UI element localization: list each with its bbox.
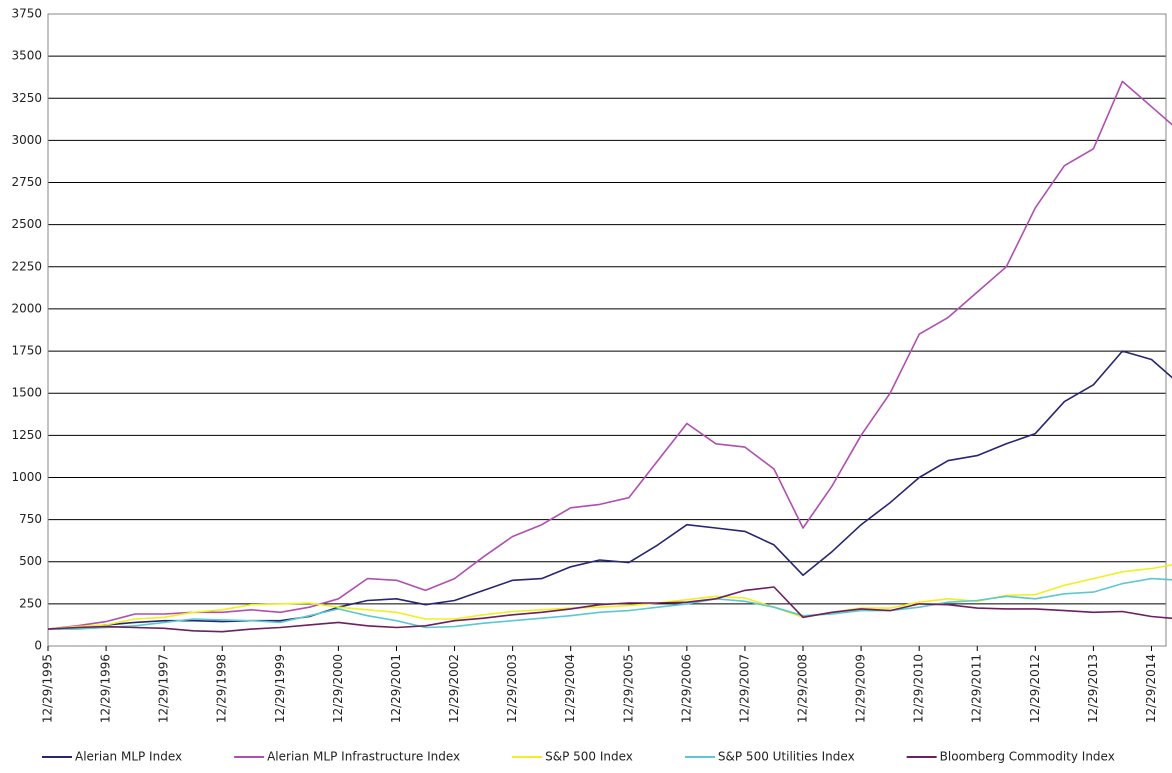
y-tick-label: 3750: [11, 7, 42, 21]
y-tick-label: 1000: [11, 470, 42, 484]
y-tick-label: 1750: [11, 344, 42, 358]
x-tick-label: 12/29/2003: [505, 654, 519, 723]
x-tick-label: 12/29/2014: [1144, 654, 1158, 723]
legend-label: S&P 500 Utilities Index: [718, 750, 855, 764]
x-tick-label: 12/29/2011: [970, 654, 984, 723]
x-tick-label: 12/29/1999: [273, 654, 287, 723]
y-tick-label: 3000: [11, 133, 42, 147]
x-tick-label: 12/29/2007: [737, 654, 751, 723]
y-tick-label: 1500: [11, 386, 42, 400]
plot-border: [47, 13, 1167, 647]
x-tick-label: 12/29/2010: [912, 654, 926, 723]
x-tick-label: 12/29/1998: [215, 654, 229, 723]
legend-label: Alerian MLP Infrastructure Index: [267, 750, 460, 764]
x-tick-label: 12/29/2000: [331, 654, 345, 723]
y-tick-label: 2000: [11, 301, 42, 315]
series-line: [47, 350, 1172, 630]
x-tick-label: 12/29/2005: [621, 654, 635, 723]
y-tick-label: 2750: [11, 175, 42, 189]
x-tick-label: 12/29/2009: [854, 654, 868, 723]
legend-label: Bloomberg Commodity Index: [940, 750, 1115, 764]
y-tick-label: 3250: [11, 91, 42, 105]
y-tick-label: 500: [19, 554, 42, 568]
y-tick-label: 1250: [11, 428, 42, 442]
x-tick-label: 12/29/2004: [563, 654, 577, 723]
legend-label: Alerian MLP Index: [75, 750, 182, 764]
y-tick-label: 2500: [11, 217, 42, 231]
x-tick-label: 12/29/1997: [157, 654, 171, 723]
x-tick-label: 12/29/1996: [99, 654, 113, 723]
x-tick-label: 12/29/2006: [679, 654, 693, 723]
y-tick-label: 750: [19, 512, 42, 526]
y-tick-label: 2250: [11, 259, 42, 273]
x-tick-label: 12/29/2008: [796, 654, 810, 723]
x-tick-label: 12/29/1995: [41, 654, 55, 723]
x-tick-label: 12/29/2001: [389, 654, 403, 723]
x-tick-label: 12/29/2013: [1086, 654, 1100, 723]
legend-label: S&P 500 Index: [545, 750, 633, 764]
y-tick-label: 3500: [11, 49, 42, 63]
x-tick-label: 12/29/2002: [447, 654, 461, 723]
series-line: [47, 586, 1172, 633]
y-tick-label: 250: [19, 596, 42, 610]
x-tick-label: 12/29/2012: [1028, 654, 1042, 723]
y-tick-label: 0: [34, 639, 42, 653]
series-line: [48, 577, 1172, 630]
series-line: [47, 80, 1172, 630]
